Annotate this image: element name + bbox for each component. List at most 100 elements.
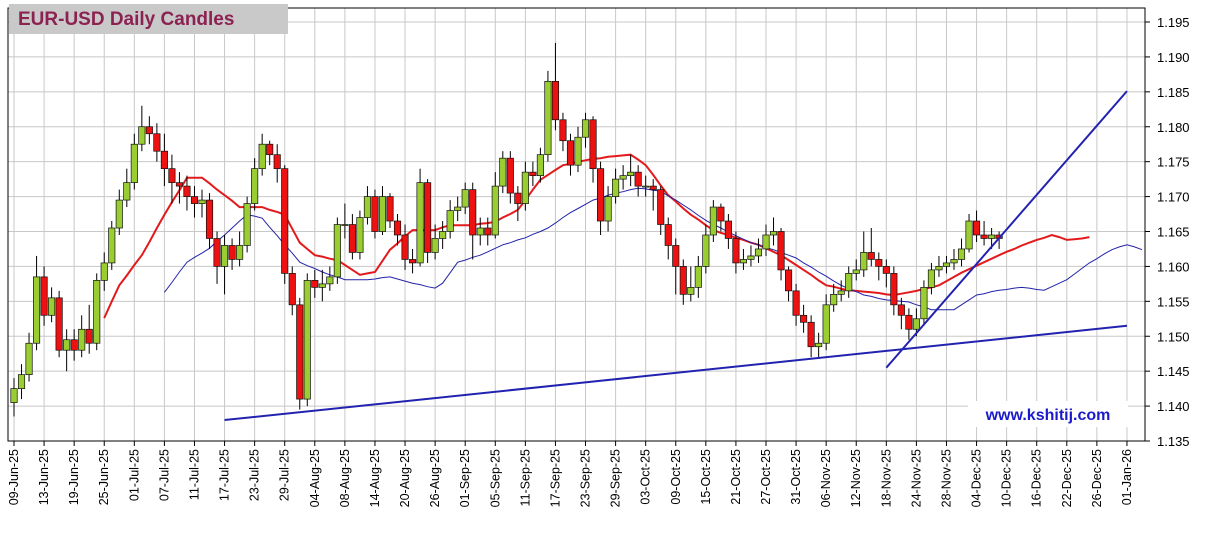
x-tick-label: 16-Dec-25 bbox=[1030, 449, 1044, 507]
candle-body bbox=[852, 269, 860, 274]
candle-body bbox=[469, 189, 477, 236]
y-tick-label: 1.180 bbox=[1157, 120, 1190, 135]
candle-body bbox=[581, 119, 590, 138]
candle-body bbox=[777, 231, 785, 271]
candle-body bbox=[401, 234, 409, 260]
candle-body bbox=[326, 276, 334, 285]
candle-body bbox=[521, 171, 529, 204]
candle-body bbox=[604, 196, 612, 222]
x-tick-label: 10-Dec-25 bbox=[1000, 449, 1014, 507]
candle-body bbox=[815, 342, 823, 348]
candle-body bbox=[130, 143, 138, 183]
candle-body bbox=[363, 196, 371, 218]
candle-body bbox=[491, 185, 499, 236]
x-tick-label: 14-Aug-25 bbox=[368, 449, 382, 507]
candle-body bbox=[589, 119, 597, 170]
candle-body bbox=[70, 339, 78, 351]
candle-body bbox=[785, 269, 793, 292]
x-tick-label: 31-Oct-25 bbox=[789, 449, 803, 505]
candle-body bbox=[642, 185, 650, 188]
x-tick-label: 04-Dec-25 bbox=[970, 449, 984, 507]
candle-body bbox=[717, 206, 725, 222]
x-tick-label: 26-Aug-25 bbox=[428, 449, 442, 507]
candle-body bbox=[296, 304, 304, 400]
candle-body bbox=[213, 238, 221, 267]
candle-body bbox=[10, 388, 18, 403]
x-tick-label: 22-Dec-25 bbox=[1060, 449, 1074, 507]
x-tick-label: 08-Aug-25 bbox=[338, 449, 352, 507]
candle-body bbox=[63, 339, 71, 351]
candle-body bbox=[536, 154, 544, 176]
y-tick-label: 1.185 bbox=[1157, 85, 1190, 100]
candle-body bbox=[762, 234, 770, 250]
candle-body bbox=[258, 143, 266, 169]
candle-body bbox=[393, 220, 402, 236]
candle-body bbox=[17, 374, 26, 389]
candle-body bbox=[145, 126, 153, 135]
candle-body bbox=[55, 297, 63, 351]
candle-body bbox=[739, 259, 747, 264]
candle-body bbox=[190, 196, 199, 204]
candle-body bbox=[597, 168, 605, 222]
candle-body bbox=[183, 185, 191, 197]
candle-body bbox=[679, 266, 687, 295]
candle-body bbox=[333, 224, 341, 278]
annotation-box bbox=[968, 401, 1128, 427]
candle-body bbox=[311, 280, 319, 288]
candle-body bbox=[566, 140, 575, 166]
x-tick-label: 04-Aug-25 bbox=[308, 449, 322, 507]
candle-body bbox=[709, 206, 717, 236]
candle-body bbox=[687, 287, 695, 295]
candle-body bbox=[266, 143, 274, 156]
y-tick-label: 1.155 bbox=[1157, 294, 1190, 309]
y-tick-label: 1.145 bbox=[1157, 364, 1190, 379]
candle-body bbox=[318, 283, 326, 288]
candle-body bbox=[175, 182, 183, 187]
candle-body bbox=[303, 280, 311, 400]
candle-body bbox=[416, 182, 424, 264]
candle-body bbox=[476, 227, 484, 236]
candle-body bbox=[544, 81, 552, 156]
y-tick-label: 1.175 bbox=[1157, 155, 1190, 170]
candle-body bbox=[499, 157, 507, 187]
title-box bbox=[9, 4, 288, 34]
candle-body bbox=[348, 224, 356, 253]
x-tick-label: 23-Jul-25 bbox=[248, 449, 262, 501]
candle-body bbox=[446, 210, 454, 232]
trend-line bbox=[224, 324, 1128, 422]
candle-body bbox=[273, 154, 281, 170]
plot-frame bbox=[7, 7, 1146, 442]
x-tick-label: 20-Aug-25 bbox=[398, 449, 412, 507]
x-tick-label: 11-Jul-25 bbox=[187, 449, 201, 500]
annotation: www.kshitij.com bbox=[985, 407, 1111, 424]
candle-body bbox=[973, 220, 981, 236]
candle-body bbox=[93, 280, 101, 344]
candle-body bbox=[506, 157, 514, 194]
x-tick-label: 21-Oct-25 bbox=[729, 449, 743, 505]
candle-body bbox=[747, 255, 755, 260]
y-tick-label: 1.190 bbox=[1157, 50, 1190, 65]
candle-body bbox=[100, 262, 108, 281]
candle-body bbox=[942, 262, 951, 267]
x-tick-label: 23-Sep-25 bbox=[579, 449, 593, 507]
x-tick-label: 13-Jun-25 bbox=[37, 449, 51, 505]
trend-line bbox=[885, 90, 1128, 369]
candle-body bbox=[25, 342, 33, 376]
x-tick-label: 17-Jul-25 bbox=[218, 449, 232, 501]
x-tick-label: 12-Nov-25 bbox=[849, 449, 863, 507]
candle-body bbox=[927, 269, 935, 288]
candle-body bbox=[168, 168, 176, 183]
candle-body bbox=[897, 304, 905, 316]
candle-body bbox=[551, 81, 559, 121]
y-tick-label: 1.135 bbox=[1157, 434, 1190, 449]
candle-body bbox=[371, 196, 379, 232]
candle-body bbox=[574, 136, 582, 166]
candle-body bbox=[890, 273, 898, 306]
y-tick-label: 1.160 bbox=[1157, 259, 1190, 274]
candle-body bbox=[649, 185, 657, 190]
candle-body bbox=[431, 238, 439, 253]
y-tick-label: 1.140 bbox=[1157, 399, 1190, 414]
candle-body bbox=[980, 234, 988, 239]
chart-title: EUR-USD Daily Candles bbox=[18, 9, 234, 30]
